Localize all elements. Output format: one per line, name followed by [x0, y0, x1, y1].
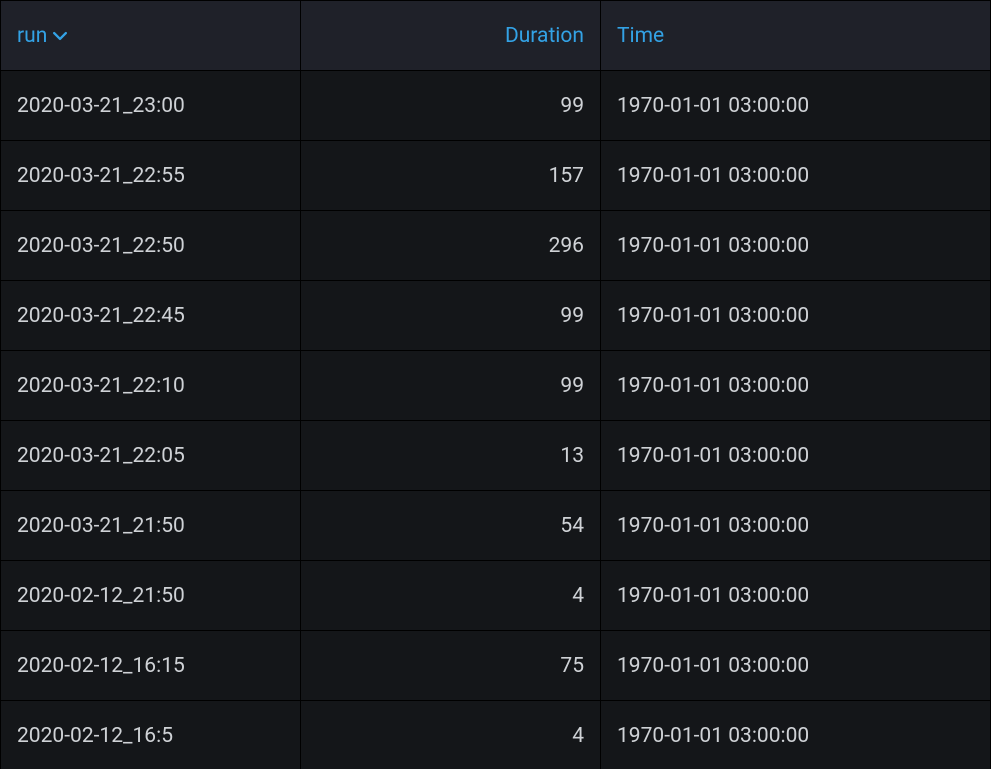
- table-row: 2020-03-21_22:10991970-01-01 03:00:00: [1, 351, 991, 421]
- column-header-time[interactable]: Time: [601, 1, 991, 71]
- table-row: 2020-03-21_22:551571970-01-01 03:00:00: [1, 141, 991, 211]
- cell-duration: 75: [301, 631, 601, 701]
- column-header-duration[interactable]: Duration: [301, 1, 601, 71]
- column-header-time-label: Time: [617, 24, 664, 48]
- cell-time: 1970-01-01 03:00:00: [601, 351, 991, 421]
- data-table: run Duration Time 2020-03-21_23:00991970…: [0, 0, 991, 769]
- table-header-row: run Duration Time: [1, 1, 991, 71]
- cell-run: 2020-03-21_22:50: [1, 211, 301, 281]
- column-header-run[interactable]: run: [1, 1, 301, 71]
- table-row: 2020-03-21_22:502961970-01-01 03:00:00: [1, 211, 991, 281]
- cell-run: 2020-02-12_21:50: [1, 561, 301, 631]
- cell-run: 2020-03-21_23:00: [1, 71, 301, 141]
- cell-duration: 99: [301, 351, 601, 421]
- table-row: 2020-03-21_21:50541970-01-01 03:00:00: [1, 491, 991, 561]
- cell-duration: 13: [301, 421, 601, 491]
- cell-duration: 157: [301, 141, 601, 211]
- cell-duration: 4: [301, 701, 601, 769]
- cell-duration: 296: [301, 211, 601, 281]
- cell-duration: 4: [301, 561, 601, 631]
- table-row: 2020-02-12_16:15751970-01-01 03:00:00: [1, 631, 991, 701]
- cell-duration: 54: [301, 491, 601, 561]
- cell-run: 2020-03-21_22:45: [1, 281, 301, 351]
- cell-run: 2020-02-12_16:5: [1, 701, 301, 769]
- table-body: 2020-03-21_23:00991970-01-01 03:00:00202…: [1, 71, 991, 769]
- cell-time: 1970-01-01 03:00:00: [601, 491, 991, 561]
- cell-run: 2020-03-21_21:50: [1, 491, 301, 561]
- cell-time: 1970-01-01 03:00:00: [601, 71, 991, 141]
- cell-duration: 99: [301, 71, 601, 141]
- cell-run: 2020-03-21_22:55: [1, 141, 301, 211]
- cell-time: 1970-01-01 03:00:00: [601, 701, 991, 769]
- cell-time: 1970-01-01 03:00:00: [601, 631, 991, 701]
- chevron-down-icon: [53, 29, 67, 43]
- cell-run: 2020-03-21_22:05: [1, 421, 301, 491]
- table-row: 2020-03-21_23:00991970-01-01 03:00:00: [1, 71, 991, 141]
- cell-duration: 99: [301, 281, 601, 351]
- cell-time: 1970-01-01 03:00:00: [601, 561, 991, 631]
- table-row: 2020-03-21_22:45991970-01-01 03:00:00: [1, 281, 991, 351]
- column-header-run-label: run: [17, 24, 47, 48]
- cell-time: 1970-01-01 03:00:00: [601, 281, 991, 351]
- table-row: 2020-02-12_21:5041970-01-01 03:00:00: [1, 561, 991, 631]
- cell-run: 2020-03-21_22:10: [1, 351, 301, 421]
- cell-time: 1970-01-01 03:00:00: [601, 211, 991, 281]
- cell-time: 1970-01-01 03:00:00: [601, 141, 991, 211]
- table-row: 2020-03-21_22:05131970-01-01 03:00:00: [1, 421, 991, 491]
- cell-run: 2020-02-12_16:15: [1, 631, 301, 701]
- cell-time: 1970-01-01 03:00:00: [601, 421, 991, 491]
- table-row: 2020-02-12_16:541970-01-01 03:00:00: [1, 701, 991, 769]
- column-header-duration-label: Duration: [505, 24, 584, 48]
